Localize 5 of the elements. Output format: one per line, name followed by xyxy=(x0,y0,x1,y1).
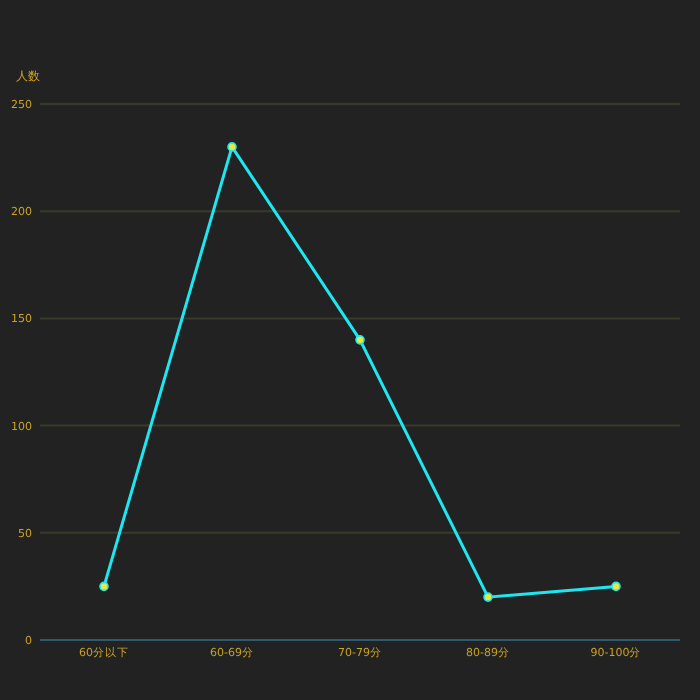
point xyxy=(227,142,237,152)
point xyxy=(355,335,365,345)
point xyxy=(99,581,109,592)
point xyxy=(483,592,493,602)
point xyxy=(611,581,621,592)
